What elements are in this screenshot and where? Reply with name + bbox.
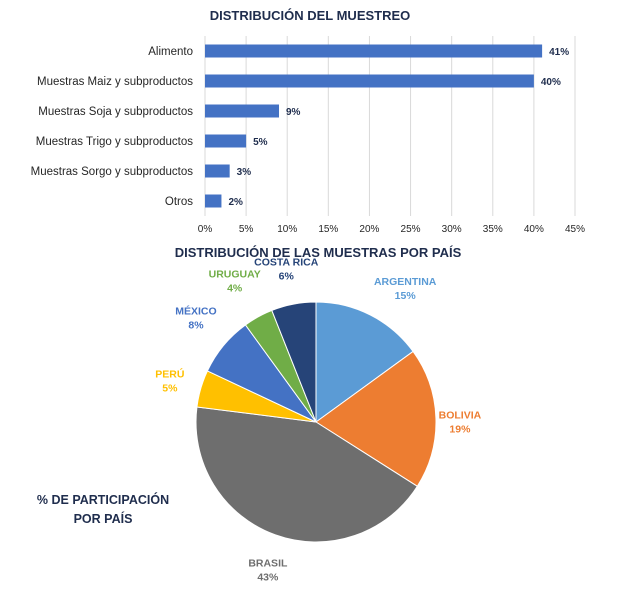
pie-chart-title: DISTRIBUCIÓN DE LAS MUESTRAS POR PAÍS xyxy=(175,245,462,260)
pie-slice-argentina xyxy=(315,301,414,423)
pie-slice-percent: 15% xyxy=(395,290,417,302)
pie-slice-name: URUGUAY xyxy=(209,268,261,280)
bar-data-label: 2% xyxy=(228,197,243,208)
pie-slice-percent: 19% xyxy=(449,423,471,435)
bar-x-tick-label: 45% xyxy=(565,224,585,235)
bar-data-label: 3% xyxy=(237,167,252,178)
bar-x-tick-label: 40% xyxy=(524,224,544,235)
pie-slice-costa-rica xyxy=(271,301,317,423)
bar-x-tick-label: 35% xyxy=(483,224,503,235)
bar-category-label: Muestras Sorgo y subproductos xyxy=(31,166,194,178)
bar-chart: DISTRIBUCIÓN DEL MUESTREO 0% 5% 10% 15% 20% 2… xyxy=(31,8,585,235)
bar-category-label: Muestras Trigo y subproductos xyxy=(36,136,193,148)
bar-category-label: Muestras Maiz y subproductos xyxy=(37,76,193,88)
pie-slice-name: MÉXICO xyxy=(175,305,216,318)
pie-slice-percent: 43% xyxy=(257,571,279,583)
bar-x-tick-label: 15% xyxy=(318,224,338,235)
pie-slice-percent: 5% xyxy=(162,383,178,395)
pie-slice-name: PERÚ xyxy=(155,368,184,381)
pie-chart: DISTRIBUCIÓN DE LAS MUESTRAS POR PAÍS AR… xyxy=(37,245,482,583)
bar-x-tick-label: 30% xyxy=(442,224,462,235)
pie-slice-name: COSTA RICA xyxy=(254,257,319,269)
bar xyxy=(205,104,279,118)
pie-slice-percent: 6% xyxy=(279,271,295,283)
pie-slice-brasil xyxy=(195,406,419,543)
pie-slice-bolivia xyxy=(315,350,437,487)
bar-x-tick-label: 10% xyxy=(277,224,297,235)
pie-note-line2: POR PAÍS xyxy=(74,511,133,526)
bar-x-tick-label: 0% xyxy=(198,224,213,235)
bar xyxy=(205,74,534,88)
bar-x-tick-label: 5% xyxy=(239,224,254,235)
bar-grid xyxy=(204,36,576,216)
pie-slices xyxy=(195,301,437,543)
bar-category-label: Otros xyxy=(165,196,193,208)
bar-data-label: 5% xyxy=(253,137,268,148)
pie-labels: ARGENTINA 15% BOLIVIA 19% BRASIL 43% PERÚ 5% MÉX… xyxy=(155,257,481,584)
bar-y-axis: Alimento Muestras Maiz y subproductos Mues… xyxy=(31,46,194,208)
pie-slice-name: BRASIL xyxy=(248,557,288,569)
pie-slice-percent: 4% xyxy=(227,282,243,294)
pie-slice-name: BOLIVIA xyxy=(439,409,482,421)
bar-data-label: 9% xyxy=(286,107,301,118)
bar xyxy=(205,164,230,178)
bar-data-labels: 41% 40% 9% 5% 3% 2% xyxy=(228,47,569,208)
bar xyxy=(205,134,247,148)
bar-chart-title: DISTRIBUCIÓN DEL MUESTREO xyxy=(210,8,411,23)
bar xyxy=(205,194,222,208)
pie-slice-percent: 8% xyxy=(188,320,204,332)
bar-x-axis: 0% 5% 10% 15% 20% 25% 30% 35% 40% 45% xyxy=(198,224,585,235)
bar xyxy=(205,44,543,58)
bar-data-label: 40% xyxy=(541,77,561,88)
bar-x-tick-label: 25% xyxy=(401,224,421,235)
pie-note-line1: % DE PARTICIPACIÓN xyxy=(37,492,169,507)
bar-series xyxy=(205,44,543,208)
bar-x-tick-label: 20% xyxy=(359,224,379,235)
bar-data-label: 41% xyxy=(549,47,569,58)
bar-category-label: Alimento xyxy=(148,46,193,58)
bar-category-label: Muestras Soja y subproductos xyxy=(38,106,193,118)
pie-slice-name: ARGENTINA xyxy=(374,276,437,288)
